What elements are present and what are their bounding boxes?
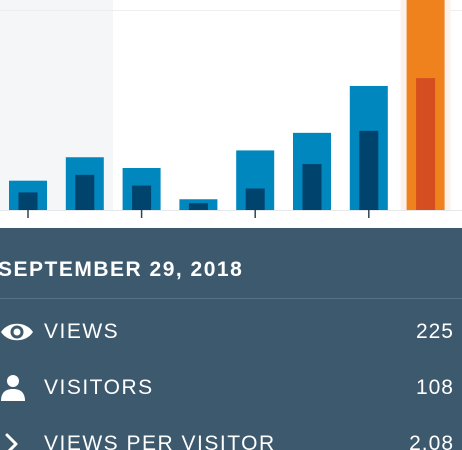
bar-inner-5 (302, 164, 322, 210)
stat-label-views-per-visitor: VIEWS PER VISITOR (44, 432, 276, 450)
stat-row-visitors: VISITORS 108 (0, 373, 462, 403)
bar-inner-1 (75, 174, 95, 210)
eye-icon (1, 323, 33, 341)
stat-value-visitors: 108 (415, 376, 454, 399)
tooltip-date: SEPTEMBER 29, 2018 (0, 258, 244, 281)
stats-bar-chart (0, 0, 462, 218)
bar-inner-6 (359, 130, 379, 210)
bar-inner-3 (188, 203, 208, 210)
stat-row-views: VIEWS 225 (0, 317, 462, 347)
person-icon (1, 375, 25, 401)
tooltip-divider (0, 298, 462, 299)
bar-inner-2 (132, 185, 152, 210)
bar-inner-4 (245, 188, 265, 210)
bar-inner-7 (416, 78, 436, 211)
bar-inner-0 (18, 192, 38, 210)
chart-tooltip: SEPTEMBER 29, 2018 VIEWS 225 VISITORS 10… (0, 228, 462, 450)
stat-value-views: 225 (415, 320, 454, 343)
stat-label-visitors: VISITORS (44, 376, 154, 399)
stat-row-views-per-visitor: VIEWS PER VISITOR 2.08 (0, 429, 462, 450)
stat-label-views: VIEWS (44, 320, 120, 343)
chart-svg (0, 0, 462, 218)
stat-value-views-per-visitor: 2.08 (409, 432, 454, 450)
chevron-right-icon (5, 433, 18, 450)
